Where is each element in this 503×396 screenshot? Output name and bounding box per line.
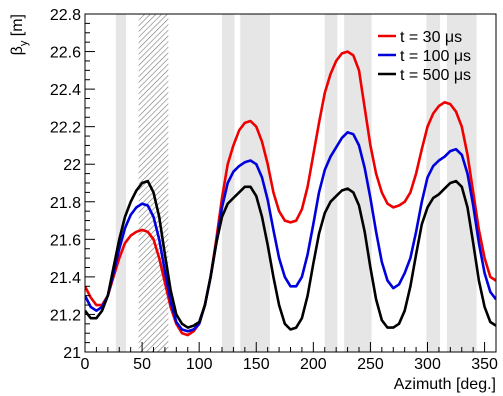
x-tick-label: 150 — [243, 356, 270, 373]
shaded-region-2 — [240, 14, 270, 352]
x-tick-label: 0 — [81, 356, 90, 373]
x-tick-label: 250 — [357, 356, 384, 373]
x-tick-label: 50 — [133, 356, 151, 373]
x-axis-label: Azimuth [deg.] — [394, 376, 496, 393]
y-tick-label: 22 — [63, 157, 81, 174]
series-line-2 — [85, 179, 496, 331]
series-line-0 — [85, 50, 496, 337]
y-axis-label: βy [m] — [9, 14, 30, 55]
legend: t = 30 μs t = 100 μs t = 500 μs — [378, 29, 471, 84]
x-tick-label: 100 — [186, 356, 213, 373]
x-tick-label: 350 — [471, 356, 498, 373]
y-tick-label: 21.4 — [50, 270, 81, 287]
legend-label-0: t = 30 μs — [400, 29, 462, 46]
legend-label-2: t = 500 μs — [400, 67, 471, 84]
legend-label-1: t = 100 μs — [400, 48, 471, 65]
x-tick-label: 200 — [300, 356, 327, 373]
y-tick-label: 21.6 — [50, 232, 81, 249]
y-tick-label: 22.2 — [50, 120, 81, 137]
y-axis-label-unit: [m] — [9, 14, 26, 41]
y-tick-label: 22.4 — [50, 82, 81, 99]
shaded-region-5 — [426, 14, 441, 352]
y-tick-label: 21 — [63, 345, 81, 362]
y-axis-label-symbol: β — [9, 46, 26, 55]
shaded-region-3 — [324, 14, 338, 352]
x-tick-label: 300 — [414, 356, 441, 373]
y-tick-label: 21.2 — [50, 307, 81, 324]
y-axis-label-subscript: y — [18, 40, 30, 46]
y-tick-label: 21.8 — [50, 195, 81, 212]
y-tick-label: 22.6 — [50, 45, 81, 62]
x-axis: 0 50 100 150 200 250 300 350 — [81, 342, 498, 373]
shaded-region-0 — [115, 14, 127, 352]
y-axis: 21 21.2 21.4 21.6 21.8 22 22.2 22.4 22.6 22.8 — [50, 7, 95, 362]
series-lines — [85, 50, 496, 337]
y-tick-label: 22.8 — [50, 7, 81, 24]
series-line-1 — [85, 131, 496, 333]
